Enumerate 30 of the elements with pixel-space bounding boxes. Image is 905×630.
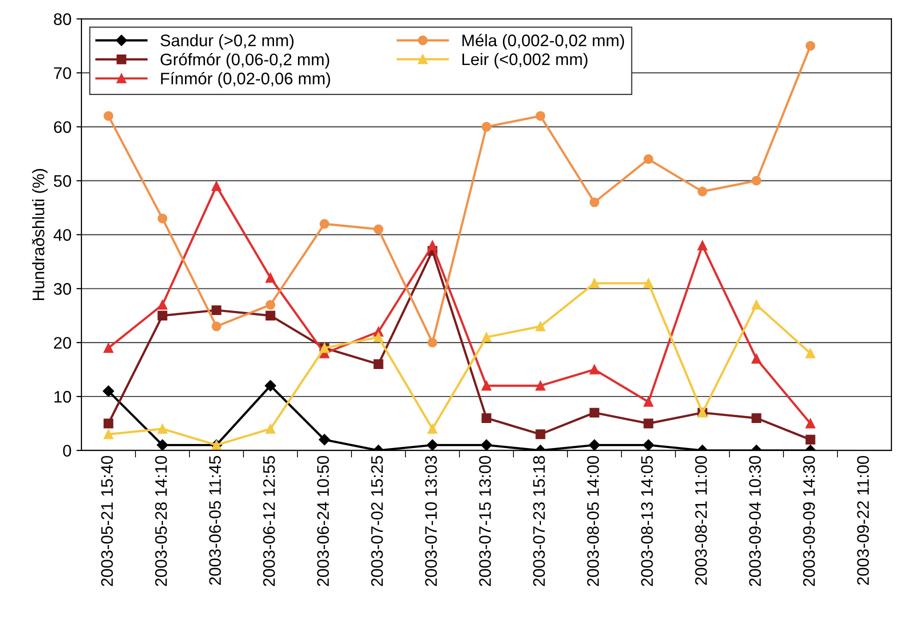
y-tick-label: 0 [63, 444, 72, 457]
y-tick-label: 30 [54, 283, 72, 295]
legend-label: Leir (<0,002 mm) [462, 52, 588, 68]
x-tick-label: 2003-09-04 10:30 [749, 456, 761, 586]
x-tick-label: 2003-07-15 13:00 [479, 456, 491, 586]
x-tick-label: 2003-08-05 14:00 [587, 456, 599, 586]
y-tick-label: 80 [54, 13, 72, 26]
legend-label: Grófmór (0,06-0,2 mm) [160, 52, 330, 69]
x-tick-label: 2003-06-12 12:55 [263, 456, 275, 586]
x-tick-label: 2003-05-21 15:40 [101, 456, 113, 586]
y-axis-title: Hundraðshluti (%) [32, 169, 48, 300]
y-tick-label: 20 [54, 336, 72, 349]
x-tick-label: 2003-07-02 15:25 [371, 456, 383, 586]
x-tick-label: 2003-06-24 10:50 [317, 456, 329, 586]
x-tick-label: 2003-08-13 14:05 [641, 456, 653, 586]
x-tick-label: 2003-08-21 11:00 [695, 456, 707, 585]
legend-label: Fínmór (0,02-0,06 mm) [161, 72, 330, 88]
x-tick-label: 2003-07-10 13:03 [425, 456, 437, 586]
y-tick-label: 70 [54, 67, 72, 80]
y-tick-label: 60 [54, 121, 72, 133]
x-tick-label: 2003-07-23 15:18 [533, 456, 545, 586]
legend-label: Sandur (>0,2 mm) [160, 34, 294, 50]
x-tick-label: 2003-06-05 11:45 [209, 456, 221, 585]
y-tick-label: 50 [54, 175, 72, 187]
y-tick-label: 10 [54, 390, 72, 403]
x-tick-label: 2003-05-28 14:10 [155, 456, 167, 586]
x-tick-label: 2003-09-09 14:30 [803, 456, 815, 586]
legend-label: Méla (0,002-0,02 mm) [462, 34, 624, 50]
x-tick-label: 2003-09-22 11:00 [857, 456, 869, 585]
y-tick-label: 40 [54, 229, 72, 241]
